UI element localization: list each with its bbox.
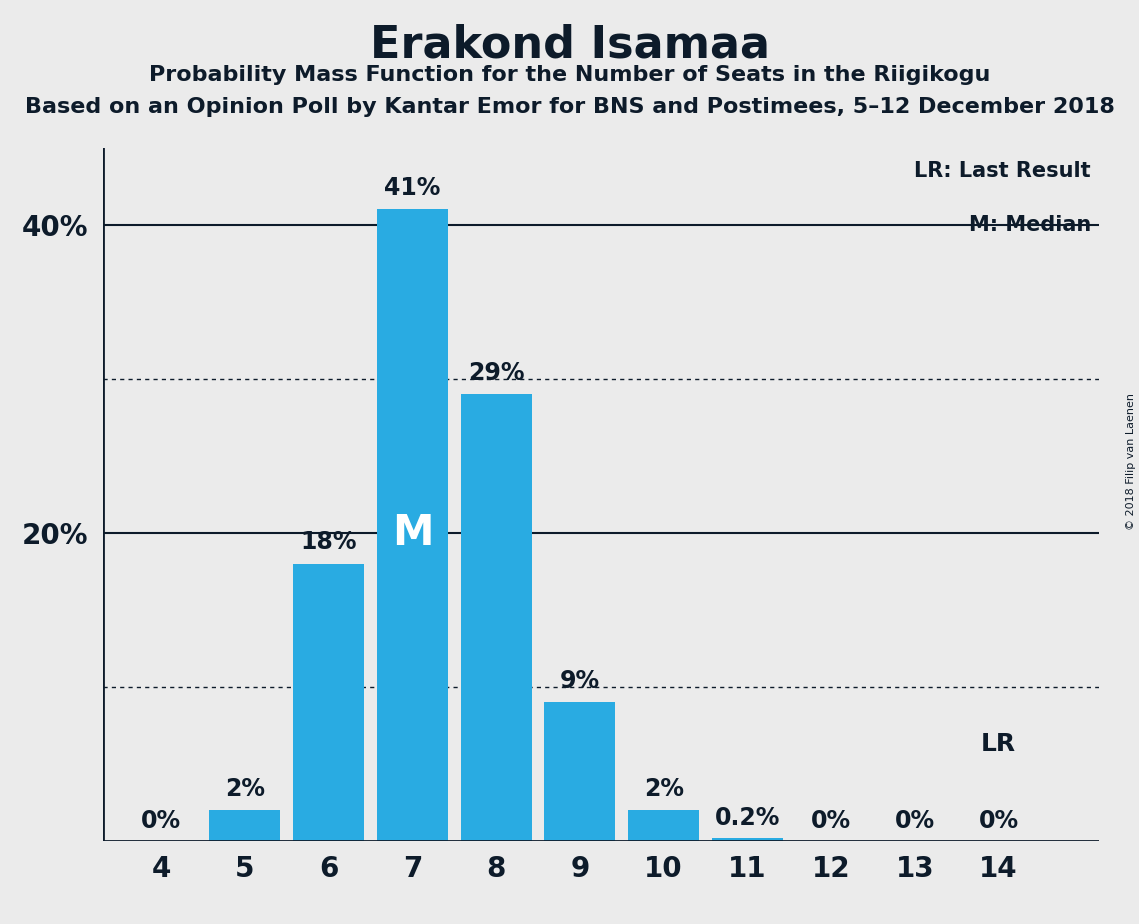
Text: 0%: 0%: [895, 809, 935, 833]
Text: 0%: 0%: [811, 809, 851, 833]
Text: Based on an Opinion Poll by Kantar Emor for BNS and Postimees, 5–12 December 201: Based on an Opinion Poll by Kantar Emor …: [25, 97, 1114, 117]
Text: LR: Last Result: LR: Last Result: [915, 161, 1091, 181]
Text: 0%: 0%: [141, 809, 181, 833]
Text: © 2018 Filip van Laenen: © 2018 Filip van Laenen: [1126, 394, 1136, 530]
Text: Probability Mass Function for the Number of Seats in the Riigikogu: Probability Mass Function for the Number…: [149, 65, 990, 85]
Text: 41%: 41%: [384, 176, 441, 201]
Text: M: M: [392, 512, 433, 553]
Text: M: Median: M: Median: [968, 215, 1091, 235]
Text: 9%: 9%: [560, 669, 600, 693]
Text: LR: LR: [981, 732, 1016, 756]
Text: 2%: 2%: [224, 777, 265, 801]
Text: 18%: 18%: [301, 530, 357, 554]
Bar: [293, 564, 364, 841]
Text: 0%: 0%: [978, 809, 1018, 833]
Bar: [544, 702, 615, 841]
Bar: [460, 395, 532, 841]
Bar: [628, 810, 699, 841]
Bar: [712, 838, 782, 841]
Text: Erakond Isamaa: Erakond Isamaa: [369, 23, 770, 67]
Bar: [210, 810, 280, 841]
Text: 0.2%: 0.2%: [714, 806, 780, 830]
Text: 2%: 2%: [644, 777, 683, 801]
Bar: [377, 210, 448, 841]
Text: 29%: 29%: [468, 361, 524, 385]
